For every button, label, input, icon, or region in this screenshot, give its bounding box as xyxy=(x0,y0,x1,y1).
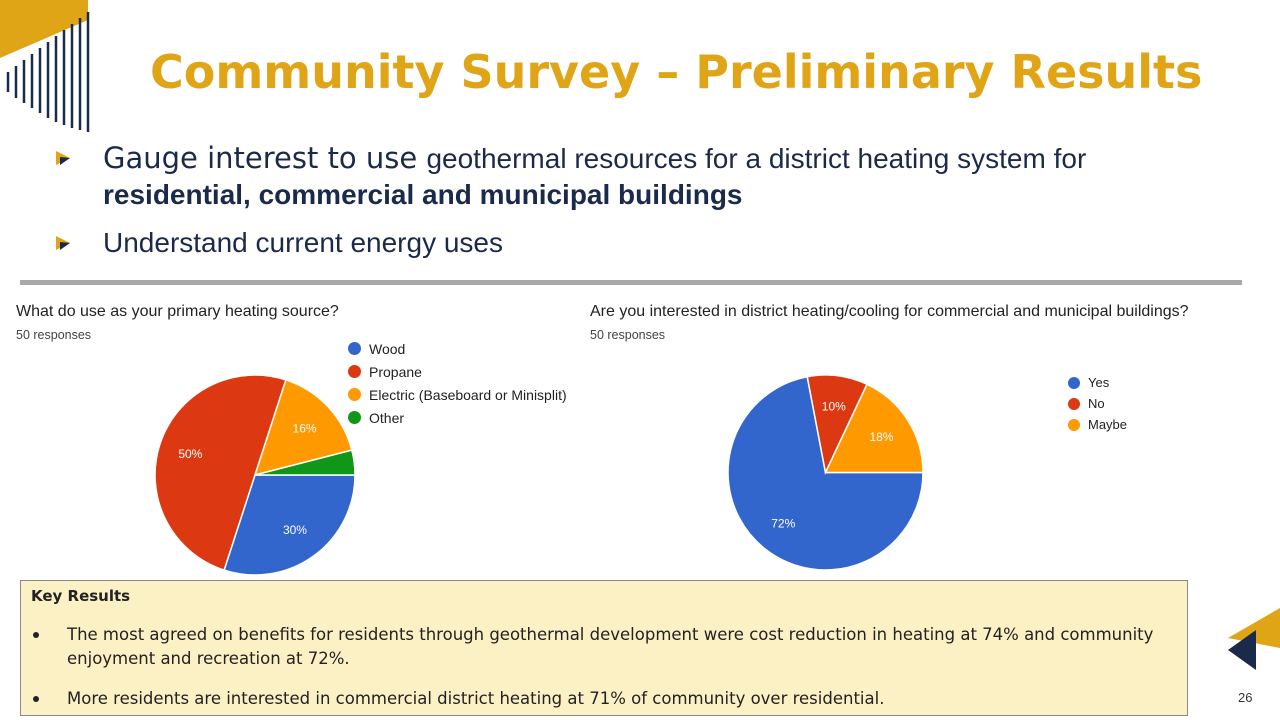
key-results-list: The most agreed on benefits for resident… xyxy=(31,623,1181,711)
legend-dot-icon xyxy=(1068,418,1080,431)
bullet-dot-icon xyxy=(33,632,39,638)
bullet-list: Gauge interest to use geothermal resourc… xyxy=(55,140,1235,261)
legend-item: Maybe xyxy=(1068,414,1127,435)
legend-label: Wood xyxy=(369,340,406,357)
legend-label: Yes xyxy=(1088,375,1110,390)
pie-data-label: 16% xyxy=(293,421,317,435)
slide-title: Community Survey – Preliminary Results xyxy=(150,45,1203,99)
bullet-item: Gauge interest to use geothermal resourc… xyxy=(55,140,1235,213)
pie-slice-electric xyxy=(253,378,353,477)
bullet-text: Understand current energy uses xyxy=(103,227,503,258)
legend-item: No xyxy=(1068,393,1127,414)
key-result-text: More residents are interested in commerc… xyxy=(67,689,885,708)
triangle-bullet-icon xyxy=(56,236,70,250)
key-results-title: Key Results xyxy=(31,587,131,605)
pie-slice-wood xyxy=(223,474,356,576)
chart2-legend: Yes No Maybe xyxy=(1068,372,1127,435)
legend-label: Electric (Baseboard or Minisplit) xyxy=(369,386,567,403)
legend-dot-icon xyxy=(1068,376,1080,389)
pie-slice-maybe xyxy=(824,383,924,474)
pie-data-label: 18% xyxy=(869,430,893,444)
pie-data-label: 10% xyxy=(822,400,846,414)
bullet-dot-icon xyxy=(33,696,39,702)
legend-item: Other xyxy=(348,406,567,429)
corner-triangle-decoration xyxy=(1228,608,1280,670)
legend-item: Wood xyxy=(348,337,567,360)
legend-item: Yes xyxy=(1068,372,1127,393)
legend-label: Other xyxy=(369,409,405,426)
chart2-subtitle: 50 responses xyxy=(590,328,666,342)
pie-data-label: 72% xyxy=(771,517,795,531)
key-result-text: The most agreed on benefits for resident… xyxy=(67,625,1154,668)
legend-dot-icon xyxy=(348,388,361,401)
pie-data-label: 50% xyxy=(178,447,202,461)
legend-item: Propane xyxy=(348,360,567,383)
section-divider xyxy=(20,280,1242,285)
key-result-item: More residents are interested in commerc… xyxy=(31,687,1181,711)
pie-slice-propane xyxy=(154,374,287,572)
key-result-item: The most agreed on benefits for resident… xyxy=(31,623,1181,671)
bullet-strong-text: residential, commercial and municipal bu… xyxy=(103,179,743,210)
legend-label: No xyxy=(1088,396,1105,411)
bullet-item: Understand current energy uses xyxy=(55,225,1235,261)
legend-label: Maybe xyxy=(1088,417,1128,432)
corner-stripes-decoration xyxy=(0,0,90,132)
chart1-title: What do use as your primary heating sour… xyxy=(16,303,339,320)
legend-dot-icon xyxy=(1068,397,1080,410)
legend-item: Electric (Baseboard or Minisplit) xyxy=(348,383,567,406)
bullet-lead-text: Gauge interest to use xyxy=(103,141,427,175)
pie-slice-other xyxy=(254,449,356,476)
chart1-pie: 30% 50% 16% xyxy=(154,374,356,576)
triangle-bullet-icon xyxy=(56,151,70,165)
chart1-legend: Wood Propane Electric (Baseboard or Minisp… xyxy=(348,337,567,429)
legend-dot-icon xyxy=(348,411,361,424)
bullet-rest-text: geothermal resources for a district heat… xyxy=(426,143,1087,174)
pie-data-label: 30% xyxy=(283,523,307,537)
legend-label: Propane xyxy=(369,363,422,380)
legend-dot-icon xyxy=(348,342,361,355)
chart2-pie: 72% 10% 18% xyxy=(727,374,924,571)
key-results-box: Key Results The most agreed on benefits … xyxy=(20,580,1188,716)
chart2-title: Are you interested in district heating/c… xyxy=(590,303,1189,320)
page-number: 26 xyxy=(1238,690,1253,705)
chart1-subtitle: 50 responses xyxy=(16,328,92,342)
legend-dot-icon xyxy=(348,365,361,378)
